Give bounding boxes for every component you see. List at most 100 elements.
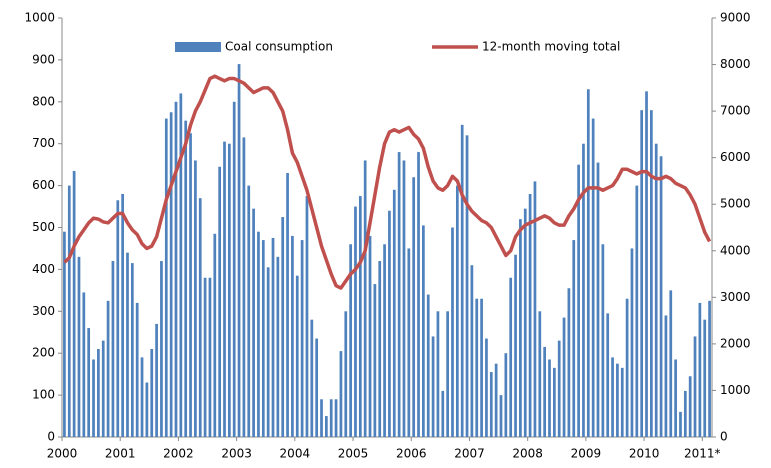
bar	[281, 217, 285, 437]
bar	[184, 120, 188, 437]
bar	[499, 395, 503, 437]
y-tick-label: 200	[32, 346, 55, 360]
bar	[422, 225, 425, 437]
bar	[320, 399, 323, 437]
bar	[523, 208, 527, 437]
bar	[257, 231, 260, 437]
y2-tick-label: 8000	[720, 57, 751, 71]
bar	[242, 137, 246, 438]
bar	[455, 185, 459, 437]
bar	[339, 351, 343, 437]
bar	[155, 323, 158, 437]
y-tick-label: 300	[32, 304, 55, 318]
y-tick-label: 100	[32, 388, 55, 402]
bar	[130, 263, 134, 437]
bar	[582, 143, 585, 437]
bar	[310, 319, 314, 437]
bar	[315, 338, 319, 437]
bar	[417, 152, 420, 437]
bar	[135, 302, 139, 437]
bar	[562, 317, 566, 437]
bar	[557, 340, 561, 437]
bar	[591, 118, 595, 437]
y-tick-label: 0	[47, 430, 55, 444]
bar	[305, 196, 309, 437]
x-tick-label: 2002	[163, 447, 194, 461]
x-tick-label: 2006	[396, 447, 427, 461]
bar	[611, 357, 614, 437]
bar	[300, 240, 304, 437]
bar	[669, 290, 673, 437]
bar	[596, 162, 600, 437]
bar	[426, 294, 430, 437]
y2-tick-label: 4000	[720, 243, 751, 257]
bar	[266, 267, 270, 437]
bar	[397, 152, 401, 437]
bar	[693, 336, 697, 437]
bar	[509, 277, 513, 437]
bar	[460, 124, 464, 437]
bar	[140, 357, 144, 437]
bar	[683, 390, 687, 437]
x-tick-label: 2000	[47, 447, 78, 461]
bar	[567, 288, 571, 437]
bar	[475, 298, 479, 437]
bar	[383, 244, 386, 437]
legend-label: 12-month moving total	[482, 40, 620, 54]
x-tick-label: 2001	[105, 447, 136, 461]
bar	[606, 313, 610, 437]
bar	[412, 177, 416, 437]
bar	[659, 156, 663, 437]
bar	[87, 328, 91, 437]
bar	[446, 311, 449, 437]
bar	[325, 416, 328, 437]
bar	[232, 101, 236, 438]
bar	[77, 256, 81, 437]
bar	[620, 367, 624, 437]
y2-tick-label: 7000	[720, 104, 751, 118]
bar	[431, 336, 435, 437]
bar	[703, 319, 707, 437]
bar	[97, 349, 100, 437]
bar	[528, 193, 532, 437]
bar	[519, 219, 522, 437]
x-tick-label: 2005	[338, 447, 369, 461]
bar	[198, 198, 202, 437]
bar	[247, 185, 251, 437]
x-tick-label: 2011*	[684, 447, 721, 461]
bar	[635, 185, 639, 437]
bar	[489, 372, 493, 437]
bar	[145, 382, 149, 437]
bar	[373, 284, 377, 437]
bar	[679, 411, 682, 437]
x-tick-label: 2007	[454, 447, 485, 461]
bar	[179, 93, 183, 438]
bar	[402, 160, 406, 437]
bar	[441, 390, 445, 437]
bar	[72, 170, 76, 437]
bar	[101, 340, 105, 437]
bar	[160, 261, 163, 437]
bar	[203, 277, 207, 437]
bar	[688, 376, 692, 437]
legend-label: Coal consumption	[225, 40, 333, 54]
y2-tick-label: 9000	[720, 11, 751, 25]
y-tick-label: 600	[32, 178, 55, 192]
line	[63, 74, 712, 290]
bar	[189, 133, 192, 437]
bar	[174, 101, 178, 438]
bar	[650, 110, 653, 438]
bar	[218, 166, 222, 437]
bar	[538, 311, 542, 437]
bar	[465, 135, 469, 437]
bar	[121, 193, 124, 437]
bar	[169, 112, 173, 438]
y2-tick-label: 1000	[720, 383, 751, 397]
bar	[485, 338, 488, 437]
bar	[271, 237, 275, 437]
bar	[252, 208, 255, 437]
bar	[92, 359, 95, 437]
bar	[295, 275, 299, 437]
x-tick-label: 2004	[280, 447, 311, 461]
bar	[436, 311, 440, 437]
